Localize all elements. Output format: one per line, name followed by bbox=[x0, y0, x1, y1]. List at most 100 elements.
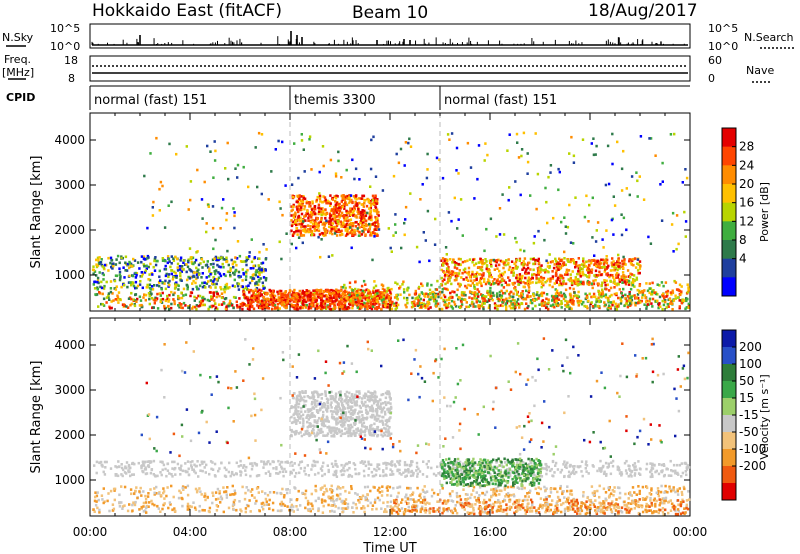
scatter-cell bbox=[271, 301, 274, 304]
scatter-cell bbox=[611, 257, 614, 260]
scatter-cell bbox=[297, 299, 300, 302]
scatter-cell bbox=[546, 265, 550, 268]
scatter-cell bbox=[123, 504, 126, 507]
scatter-cell bbox=[527, 283, 530, 287]
scatter-cell bbox=[284, 299, 287, 302]
scatter-cell bbox=[292, 305, 295, 309]
scatter-cell bbox=[629, 272, 632, 276]
scatter-cell bbox=[566, 305, 569, 309]
scatter-cell bbox=[102, 304, 106, 307]
scatter-cell bbox=[214, 149, 217, 153]
scatter-cell bbox=[516, 486, 519, 489]
scatter-cell bbox=[101, 272, 104, 275]
scatter-cell bbox=[563, 257, 566, 260]
scatter-cell bbox=[333, 301, 336, 305]
scatter-cell bbox=[630, 298, 634, 302]
scatter-cell bbox=[549, 260, 553, 264]
scatter-cell bbox=[621, 281, 624, 284]
scatter-cell bbox=[612, 195, 615, 198]
scatter-cell bbox=[457, 262, 460, 266]
scatter-cell bbox=[444, 273, 447, 276]
scatter-cell bbox=[520, 154, 523, 158]
scatter-cell bbox=[355, 204, 358, 208]
scatter-cell bbox=[321, 200, 324, 204]
scatter-cell bbox=[502, 266, 505, 270]
scatter-cell bbox=[201, 508, 204, 512]
scatter-cell bbox=[457, 297, 460, 301]
scatter-cell bbox=[294, 219, 298, 222]
colorbar-tick-label: 4 bbox=[739, 252, 747, 266]
scatter-cell bbox=[257, 267, 261, 271]
scatter-cell bbox=[277, 139, 280, 143]
scatter-cell bbox=[509, 306, 513, 310]
scatter-cell bbox=[471, 291, 474, 294]
scatter-cell bbox=[411, 302, 414, 305]
scatter-cell bbox=[367, 301, 370, 305]
scatter-cell bbox=[337, 202, 340, 206]
scatter-cell bbox=[263, 297, 267, 301]
scatter-cell bbox=[189, 180, 193, 183]
scatter-cell bbox=[131, 265, 134, 268]
scatter-cell bbox=[604, 283, 607, 287]
scatter-cell bbox=[522, 285, 525, 289]
scatter-cell bbox=[299, 219, 302, 223]
scatter-cell bbox=[205, 230, 208, 234]
scatter-cell bbox=[455, 293, 458, 297]
scatter-cell bbox=[479, 261, 482, 264]
scatter-cell bbox=[143, 174, 146, 178]
scatter-cell bbox=[421, 284, 424, 288]
scatter-cell bbox=[357, 499, 360, 502]
scatter-cell bbox=[549, 304, 553, 307]
scatter-cell bbox=[581, 267, 584, 271]
scatter-cell bbox=[535, 276, 538, 280]
scatter-cell bbox=[455, 267, 459, 270]
scatter-cell bbox=[298, 289, 301, 293]
scatter-cell bbox=[440, 276, 443, 280]
scatter-cell bbox=[381, 189, 385, 192]
scatter-cell bbox=[151, 273, 154, 276]
scatter-cell bbox=[245, 272, 248, 275]
scatter-cell bbox=[540, 280, 543, 283]
scatter-cell bbox=[237, 288, 241, 291]
scatter-cell bbox=[138, 508, 141, 511]
scatter-cell bbox=[501, 260, 504, 263]
scatter-cell bbox=[233, 285, 237, 288]
scatter-cell bbox=[454, 263, 457, 267]
velocity-cells bbox=[92, 318, 691, 516]
scatter-cell bbox=[194, 281, 197, 285]
scatter-cell bbox=[315, 307, 318, 310]
scatter-cell bbox=[610, 263, 614, 266]
scatter-cell bbox=[337, 302, 341, 305]
scatter-cell bbox=[588, 203, 591, 207]
scatter-cell bbox=[135, 273, 138, 277]
scatter-cell bbox=[637, 296, 640, 300]
scatter-cell bbox=[545, 200, 548, 204]
scatter-cell bbox=[286, 293, 289, 296]
scatter-cell bbox=[552, 266, 556, 270]
scatter-cell bbox=[582, 300, 585, 304]
scatter-cell bbox=[520, 148, 524, 151]
scatter-cell bbox=[130, 283, 133, 287]
scatter-cell bbox=[333, 303, 336, 307]
scatter-cell bbox=[560, 300, 563, 303]
scatter-cell bbox=[472, 305, 475, 308]
scatter-cell bbox=[147, 505, 150, 508]
scatter-cell bbox=[475, 271, 479, 274]
scatter-cell bbox=[111, 503, 115, 506]
scatter-cell bbox=[471, 281, 474, 285]
scatter-cell bbox=[496, 259, 499, 262]
scatter-cell bbox=[483, 159, 486, 162]
scatter-cell bbox=[564, 500, 568, 504]
scatter-cell bbox=[566, 300, 569, 304]
scatter-cell bbox=[583, 262, 586, 265]
scatter-cell bbox=[669, 133, 673, 136]
scatter-cell bbox=[261, 299, 264, 303]
scatter-cell bbox=[544, 186, 547, 190]
scatter-cell bbox=[659, 183, 662, 186]
scatter-cell bbox=[608, 295, 612, 298]
scatter-cell bbox=[450, 499, 453, 502]
scatter-cell bbox=[259, 269, 262, 272]
scatter-cell bbox=[495, 281, 498, 285]
scatter-cell bbox=[403, 221, 406, 225]
scatter-cell bbox=[297, 210, 300, 214]
